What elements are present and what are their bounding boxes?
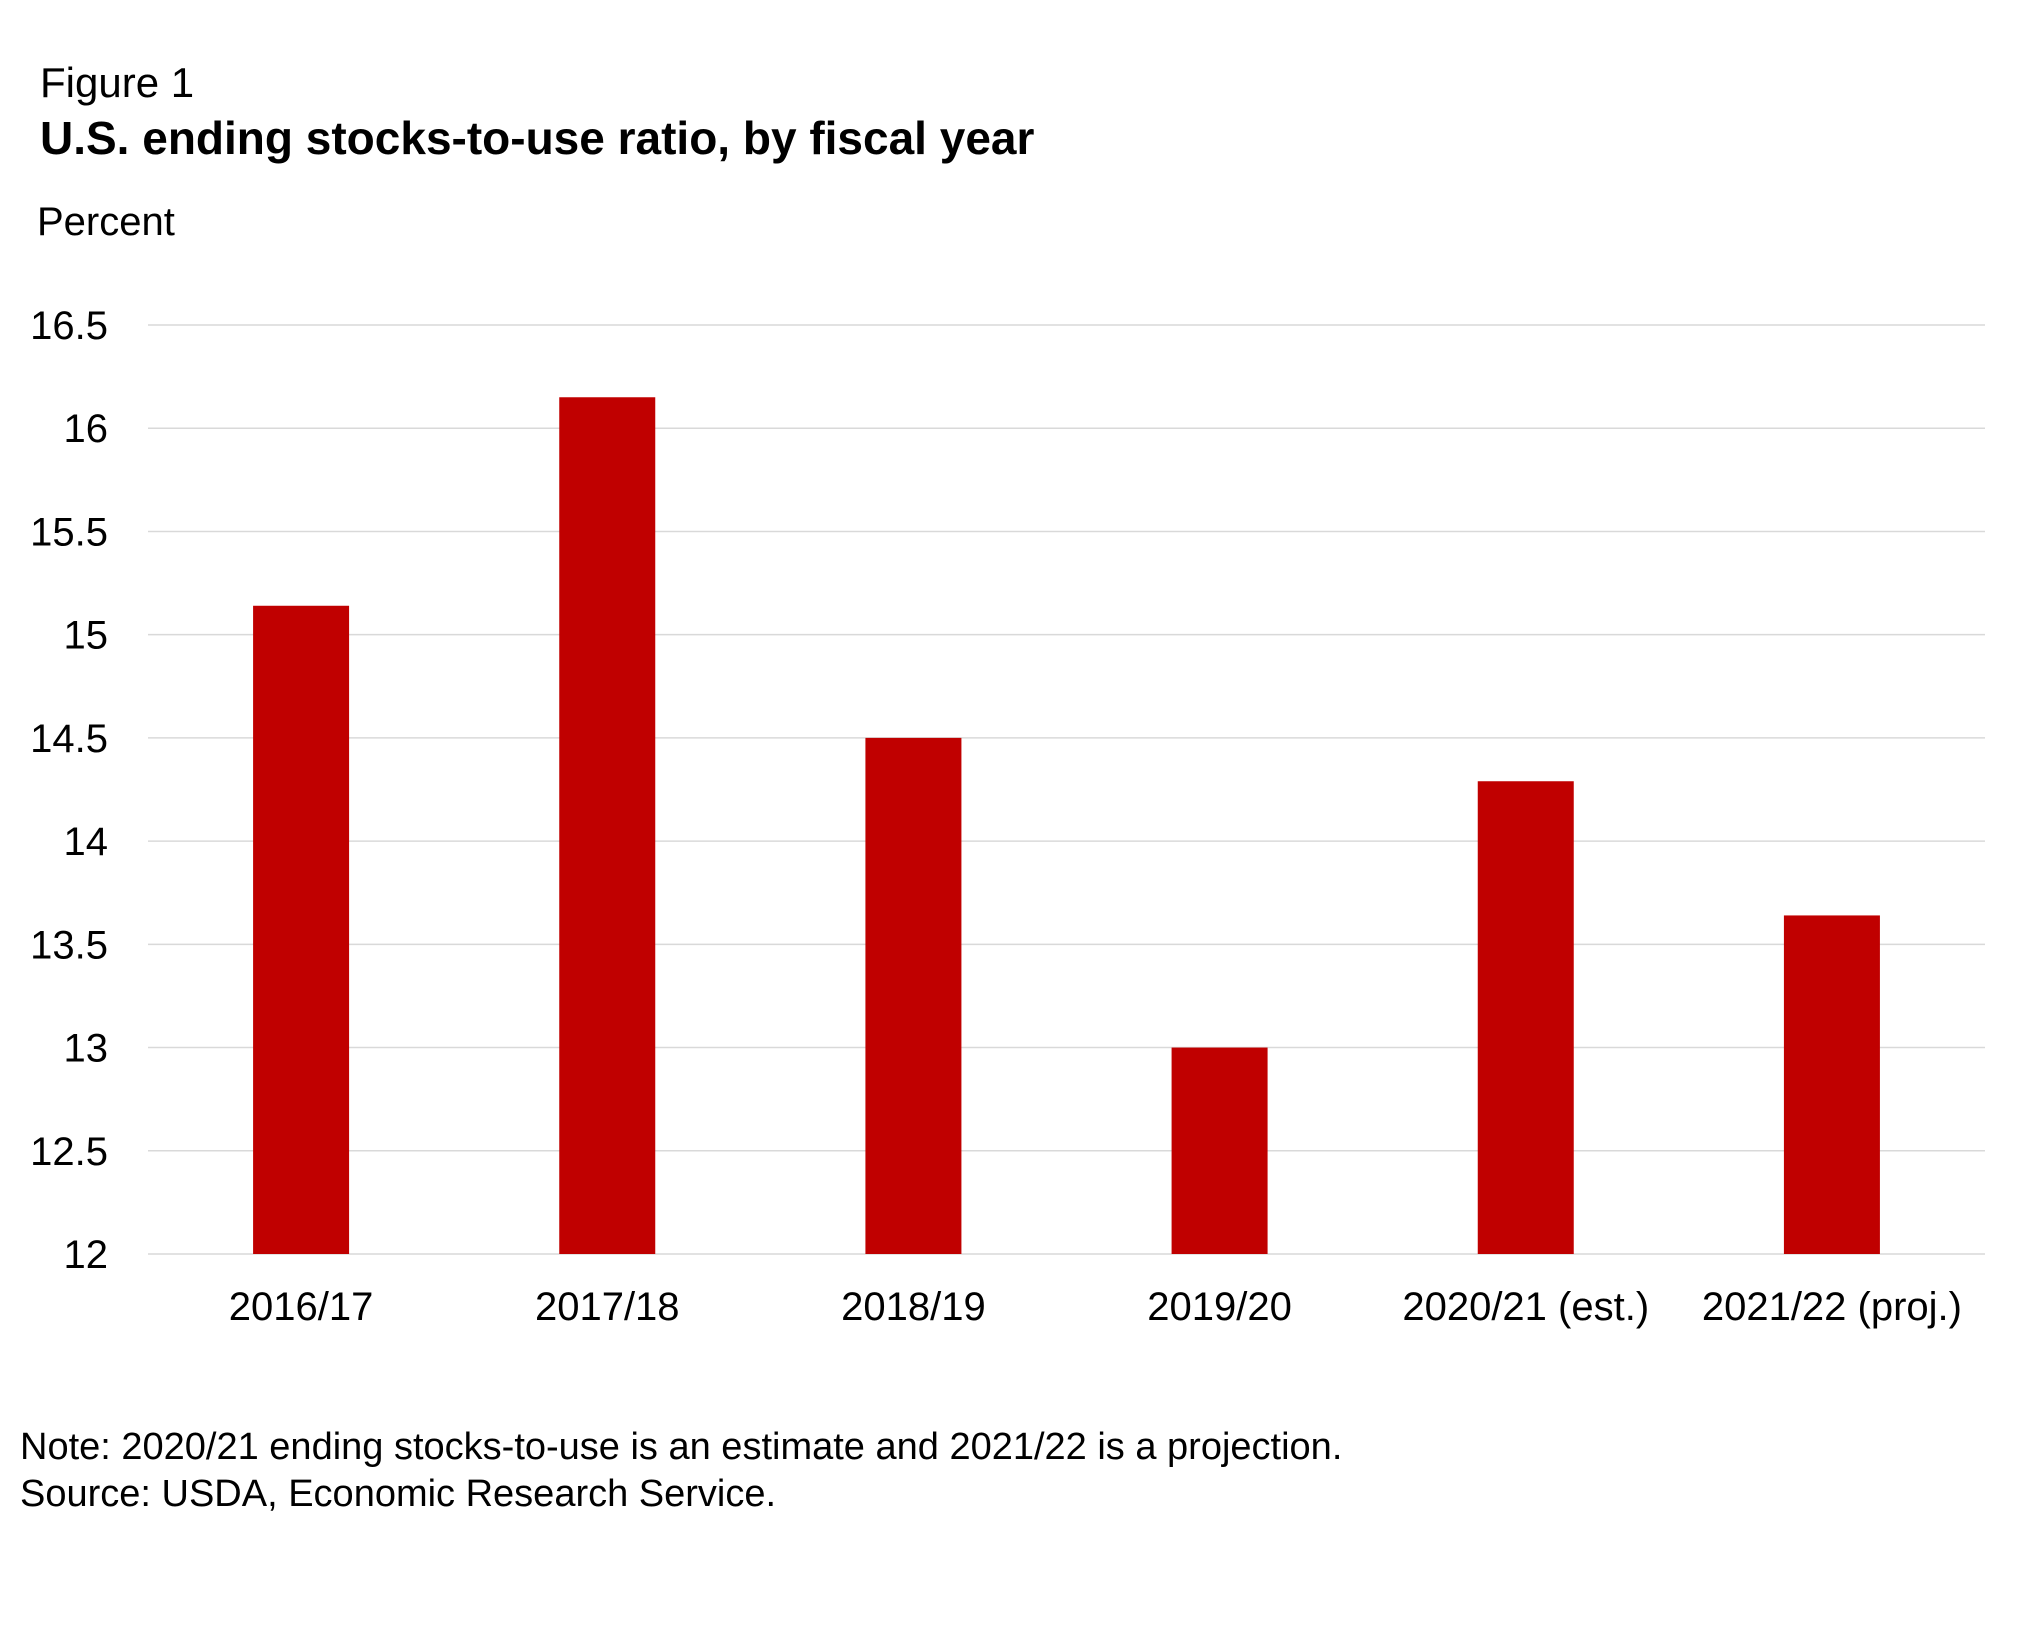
y-tick-label: 15.5 — [30, 510, 108, 554]
y-axis-label: Percent — [37, 200, 175, 244]
y-tick-label: 15 — [64, 614, 109, 658]
bar — [559, 397, 656, 1254]
x-axis-ticks: 2016/17 2017/18 2018/19 2019/20 2020/21 (est… — [229, 1285, 1962, 1329]
chart-title: U.S. ending stocks-to-use ratio, by fisc… — [40, 112, 1035, 164]
y-tick-label: 12.5 — [30, 1130, 108, 1174]
chart-note: Note: 2020/21 ending stocks-to-use is an… — [20, 1426, 1343, 1468]
y-tick-label: 13.5 — [30, 923, 108, 967]
x-tick-label: 2016/17 — [229, 1285, 374, 1329]
bar — [1477, 781, 1574, 1254]
y-axis-ticks: 12 12.5 13 13.5 14 14.5 15 15.5 16 16.5 — [30, 304, 108, 1277]
bar — [865, 737, 962, 1254]
y-tick-label: 16.5 — [30, 304, 108, 348]
bars — [253, 397, 1880, 1254]
y-tick-label: 14 — [64, 820, 109, 864]
bar — [1783, 915, 1880, 1254]
x-tick-label: 2020/21 (est.) — [1402, 1285, 1649, 1329]
chart-source: Source: USDA, Economic Research Service. — [20, 1473, 777, 1515]
bar — [1171, 1047, 1268, 1254]
figure-label: Figure 1 — [40, 59, 195, 106]
gridlines — [148, 324, 1985, 1255]
x-tick-label: 2021/22 (proj.) — [1702, 1285, 1962, 1329]
y-tick-label: 14.5 — [30, 717, 108, 761]
y-tick-label: 12 — [64, 1233, 109, 1277]
bar — [253, 605, 350, 1254]
y-tick-label: 16 — [64, 407, 109, 451]
x-tick-label: 2019/20 — [1147, 1285, 1292, 1329]
x-tick-label: 2018/19 — [841, 1285, 986, 1329]
x-tick-label: 2017/18 — [535, 1285, 680, 1329]
y-tick-label: 13 — [64, 1027, 109, 1071]
